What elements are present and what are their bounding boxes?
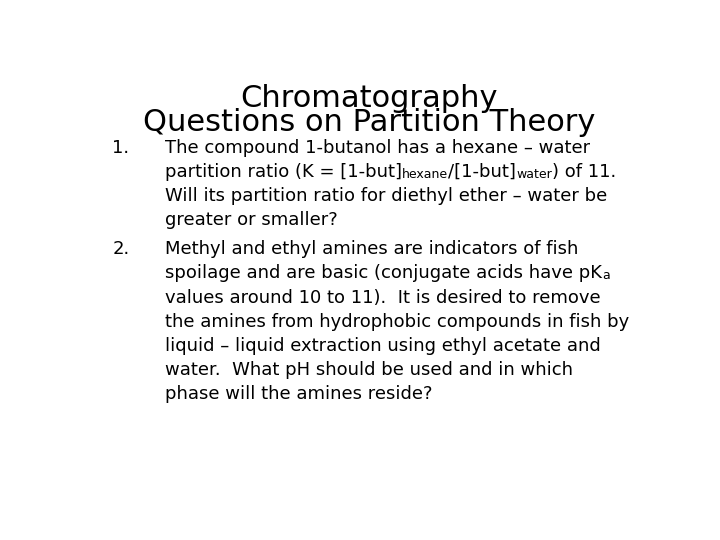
Text: a: a (603, 269, 610, 282)
Text: The compound 1-butanol has a hexane – water: The compound 1-butanol has a hexane – wa… (166, 139, 590, 157)
Text: values around 10 to 11).  It is desired to remove: values around 10 to 11). It is desired t… (166, 288, 601, 307)
Text: Chromatography: Chromatography (240, 84, 498, 112)
Text: phase will the amines reside?: phase will the amines reside? (166, 385, 433, 403)
Text: Methyl and ethyl amines are indicators of fish: Methyl and ethyl amines are indicators o… (166, 240, 579, 258)
Text: 1.: 1. (112, 139, 130, 157)
Text: 2.: 2. (112, 240, 130, 258)
Text: Will its partition ratio for diethyl ether – water be: Will its partition ratio for diethyl eth… (166, 187, 608, 205)
Text: partition ratio (K = [1-but]: partition ratio (K = [1-but] (166, 163, 402, 181)
Text: greater or smaller?: greater or smaller? (166, 211, 338, 229)
Text: ) of 11.: ) of 11. (552, 163, 616, 181)
Text: hexane: hexane (402, 167, 449, 180)
Text: Questions on Partition Theory: Questions on Partition Theory (143, 109, 595, 138)
Text: water: water (516, 167, 552, 180)
Text: spoilage and are basic (conjugate acids have pK: spoilage and are basic (conjugate acids … (166, 265, 603, 282)
Text: liquid – liquid extraction using ethyl acetate and: liquid – liquid extraction using ethyl a… (166, 337, 601, 355)
Text: the amines from hydrophobic compounds in fish by: the amines from hydrophobic compounds in… (166, 313, 629, 330)
Text: water.  What pH should be used and in which: water. What pH should be used and in whi… (166, 361, 573, 379)
Text: /[1-but]: /[1-but] (449, 163, 516, 181)
